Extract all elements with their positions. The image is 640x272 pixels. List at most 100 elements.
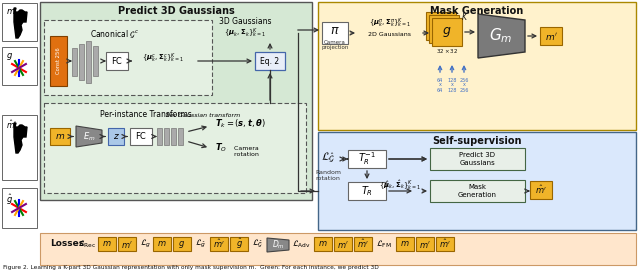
FancyBboxPatch shape [540, 27, 562, 45]
FancyBboxPatch shape [429, 15, 459, 43]
Text: Predict 3D Gaussians: Predict 3D Gaussians [118, 6, 234, 16]
FancyBboxPatch shape [72, 48, 77, 76]
Text: $\mathcal{L}_{\mathrm{Adv}}$: $\mathcal{L}_{\mathrm{Adv}}$ [292, 238, 311, 250]
FancyBboxPatch shape [322, 22, 348, 44]
FancyBboxPatch shape [416, 237, 434, 251]
FancyBboxPatch shape [354, 237, 372, 251]
Text: x: x [438, 82, 442, 88]
Text: $\mathcal{L}_{\mathrm{Rec}}$: $\mathcal{L}_{\mathrm{Rec}}$ [78, 238, 97, 250]
Text: Mask Generation: Mask Generation [430, 6, 524, 16]
Text: $m'$: $m'$ [545, 30, 557, 42]
Text: $\mathcal{L}_{\hat{\mathcal{G}}}$: $\mathcal{L}_{\hat{\mathcal{G}}}$ [321, 151, 335, 165]
Text: $\hat{g}$: $\hat{g}$ [6, 192, 13, 206]
FancyBboxPatch shape [436, 237, 454, 251]
Text: $g$: $g$ [442, 25, 452, 39]
Text: $\hat{m}'$: $\hat{m}'$ [6, 119, 17, 131]
Text: Camera: Camera [324, 39, 346, 45]
FancyBboxPatch shape [210, 237, 228, 251]
FancyBboxPatch shape [2, 47, 37, 85]
Text: Mask: Mask [468, 184, 486, 190]
Text: $m'$: $m'$ [121, 239, 133, 249]
Polygon shape [267, 238, 289, 252]
FancyBboxPatch shape [426, 12, 456, 40]
Text: $m'$: $m'$ [337, 239, 349, 249]
Text: $T_R$: $T_R$ [361, 184, 373, 198]
Text: $G_m$: $G_m$ [489, 27, 513, 45]
FancyBboxPatch shape [2, 115, 37, 180]
Text: Per-instance Transforms: Per-instance Transforms [100, 110, 192, 119]
Text: 256: 256 [460, 78, 468, 82]
FancyBboxPatch shape [396, 237, 414, 251]
Text: x: x [463, 82, 465, 88]
FancyBboxPatch shape [98, 237, 116, 251]
FancyBboxPatch shape [106, 52, 128, 70]
FancyBboxPatch shape [108, 128, 124, 145]
FancyBboxPatch shape [314, 237, 332, 251]
FancyBboxPatch shape [86, 41, 91, 83]
Text: $m$: $m$ [6, 7, 15, 16]
Text: 128: 128 [447, 78, 457, 82]
Text: 64: 64 [437, 88, 443, 92]
Text: Self-supervision: Self-supervision [432, 136, 522, 146]
FancyBboxPatch shape [171, 128, 176, 145]
Text: $m$: $m$ [102, 240, 112, 249]
Polygon shape [76, 126, 102, 147]
Text: 256: 256 [460, 88, 468, 92]
Text: 64: 64 [437, 78, 443, 82]
FancyBboxPatch shape [2, 3, 37, 41]
Text: rotation: rotation [232, 153, 259, 157]
FancyBboxPatch shape [2, 188, 37, 228]
FancyBboxPatch shape [178, 128, 183, 145]
Text: Per Gaussian transform: Per Gaussian transform [166, 113, 240, 118]
Text: $\boldsymbol{T}_O$: $\boldsymbol{T}_O$ [215, 142, 227, 154]
Text: $T_R^{-1}$: $T_R^{-1}$ [358, 151, 376, 167]
Text: $g$: $g$ [179, 239, 186, 249]
Text: Canonical $\mathcal{G}^c$: Canonical $\mathcal{G}^c$ [90, 28, 140, 40]
Text: $E_m$: $E_m$ [83, 130, 95, 143]
Polygon shape [478, 14, 525, 58]
FancyBboxPatch shape [50, 128, 70, 145]
FancyBboxPatch shape [318, 2, 636, 130]
Polygon shape [14, 123, 27, 153]
Text: $32\times32$: $32\times32$ [436, 47, 458, 55]
FancyBboxPatch shape [153, 237, 171, 251]
Text: $\mathcal{L}_{\hat{g}}$: $\mathcal{L}_{\hat{g}}$ [195, 238, 206, 250]
Text: x: x [451, 82, 453, 88]
Text: $\{\boldsymbol{\mu}^\pi_k, \boldsymbol{\Sigma}^\pi_k\}^K_{k=1}$: $\{\boldsymbol{\mu}^\pi_k, \boldsymbol{\… [369, 16, 412, 30]
Text: $\{\hat{\boldsymbol{\mu}}_k, \hat{\boldsymbol{\Sigma}}_k\}^K_{k=1}$: $\{\hat{\boldsymbol{\mu}}_k, \hat{\bolds… [379, 178, 421, 192]
FancyBboxPatch shape [130, 128, 152, 145]
Text: rotation: rotation [316, 177, 340, 181]
Text: $\hat{m}'$: $\hat{m}'$ [357, 238, 369, 250]
Text: Camera: Camera [232, 146, 259, 150]
Text: Figure 2. Learning a K-part 3D Gaussian representation with only mask supervisio: Figure 2. Learning a K-part 3D Gaussian … [3, 264, 379, 270]
Text: Random: Random [315, 169, 341, 175]
Text: $\mathcal{L}_{\hat{\mathcal{G}}}$: $\mathcal{L}_{\hat{\mathcal{G}}}$ [252, 238, 263, 250]
Text: $z$: $z$ [113, 132, 120, 141]
FancyBboxPatch shape [164, 128, 169, 145]
Text: $\hat{m}'$: $\hat{m}'$ [535, 184, 547, 196]
Text: 3D Gaussians: 3D Gaussians [219, 17, 271, 26]
FancyBboxPatch shape [530, 181, 552, 199]
Text: $\pi$: $\pi$ [330, 23, 340, 36]
Text: $m$: $m$ [400, 240, 410, 249]
Text: $K$: $K$ [461, 11, 468, 21]
FancyBboxPatch shape [348, 182, 386, 200]
FancyBboxPatch shape [118, 237, 136, 251]
FancyBboxPatch shape [334, 237, 352, 251]
Text: 2D Gaussians: 2D Gaussians [369, 32, 412, 36]
Text: $\{\boldsymbol{\mu}^c_k, \boldsymbol{\Sigma}^c_k\}^K_{k=1}$: $\{\boldsymbol{\mu}^c_k, \boldsymbol{\Si… [142, 51, 184, 65]
Polygon shape [14, 8, 27, 38]
Text: $m$: $m$ [55, 132, 65, 141]
Text: $\{\boldsymbol{\mu}_k, \boldsymbol{\Sigma}_k\}^K_{k=1}$: $\{\boldsymbol{\mu}_k, \boldsymbol{\Sigm… [224, 26, 266, 40]
FancyBboxPatch shape [318, 132, 636, 230]
Text: projection: projection [321, 45, 349, 51]
Text: $\hat{m}'$: $\hat{m}'$ [439, 238, 451, 250]
Text: $\mathcal{L}_{g}$: $\mathcal{L}_{g}$ [140, 238, 152, 250]
FancyBboxPatch shape [44, 20, 212, 95]
FancyBboxPatch shape [432, 18, 462, 46]
FancyBboxPatch shape [157, 128, 162, 145]
Text: $\hat{m}'$: $\hat{m}'$ [213, 238, 225, 250]
Text: $m'$: $m'$ [419, 239, 431, 249]
Text: $D_m$: $D_m$ [271, 239, 284, 251]
FancyBboxPatch shape [430, 148, 525, 170]
